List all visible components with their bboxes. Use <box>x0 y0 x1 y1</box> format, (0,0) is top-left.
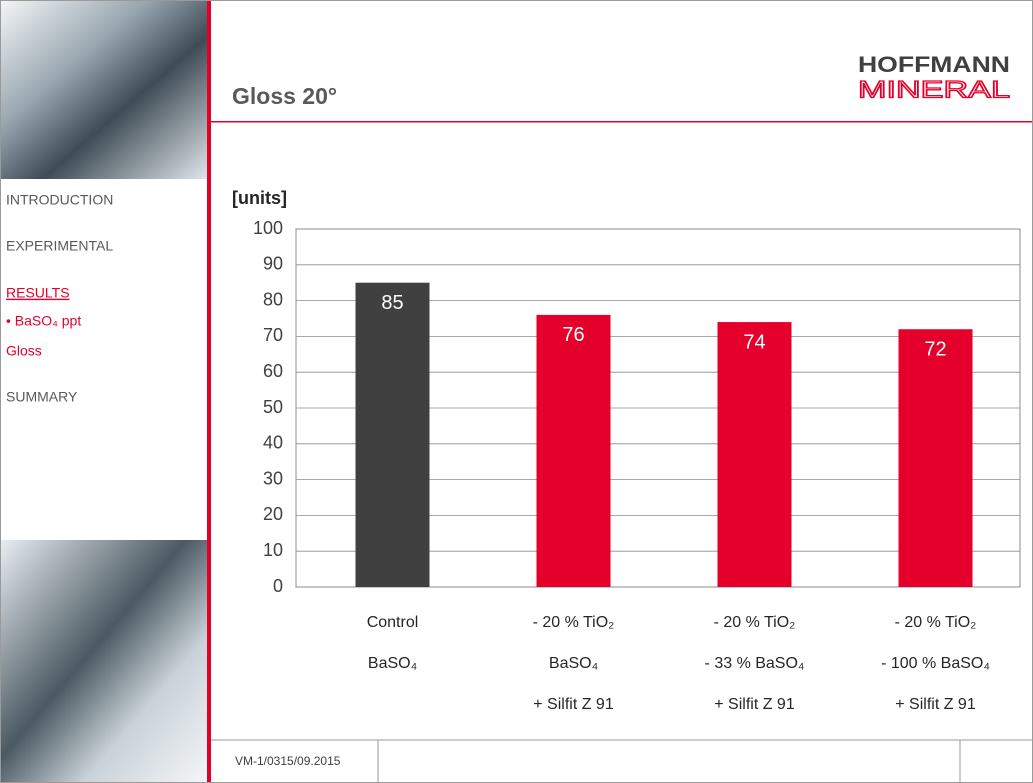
bar <box>355 282 430 587</box>
x-tick-label: - 20 % TiO₂ <box>895 614 977 631</box>
y-tick-label: 0 <box>273 576 283 596</box>
sidebar-image-top <box>1 1 207 179</box>
y-tick-label: 90 <box>263 254 283 274</box>
nav-subitem[interactable]: • BaSO₄ ppt <box>6 313 81 329</box>
y-tick-label: 60 <box>263 361 283 381</box>
x-tick-label: - 20 % TiO₂ <box>714 614 796 631</box>
x-tick-label: BaSO₄ <box>368 655 417 672</box>
red-vertical-rule <box>207 1 211 782</box>
value-label: 76 <box>562 324 584 346</box>
red-header-rule <box>211 121 1032 123</box>
nav-item[interactable]: EXPERIMENTAL <box>6 238 113 254</box>
y-tick-label: 30 <box>263 468 283 488</box>
x-tick-label: - 20 % TiO₂ <box>533 614 615 631</box>
x-tick-label: + Silfit Z 91 <box>895 696 976 713</box>
y-tick-label: 80 <box>263 289 283 309</box>
footer-code: VM-1/0315/09.2015 <box>235 754 341 768</box>
value-label: 72 <box>924 339 946 361</box>
y-tick-label: 10 <box>263 540 283 560</box>
x-tick-label: BaSO₄ <box>549 655 598 672</box>
value-label: 74 <box>743 331 765 353</box>
y-tick-label: 70 <box>263 325 283 345</box>
logo-line: HOFFMANN <box>858 52 1010 77</box>
logo-line: MINERAL <box>858 76 1010 103</box>
slide-title: Gloss 20° <box>232 83 337 109</box>
nav-item[interactable]: INTRODUCTION <box>6 192 113 208</box>
y-tick-label: 100 <box>253 218 283 238</box>
y-tick-label: 40 <box>263 433 283 453</box>
y-axis-label: [units] <box>232 188 287 208</box>
value-label: 85 <box>381 292 403 314</box>
y-tick-label: 50 <box>263 397 283 417</box>
bar <box>898 329 973 587</box>
x-tick-label: + Silfit Z 91 <box>714 696 795 713</box>
x-tick-label: Control <box>367 614 419 631</box>
nav-item-active[interactable]: RESULTS <box>6 285 70 301</box>
sidebar-image-bottom <box>1 540 207 782</box>
nav-item[interactable]: SUMMARY <box>6 389 78 405</box>
bar <box>536 314 611 587</box>
bar <box>717 322 792 587</box>
y-tick-label: 20 <box>263 504 283 524</box>
nav-subitem[interactable]: Gloss <box>6 343 42 359</box>
x-tick-label: + Silfit Z 91 <box>533 696 614 713</box>
x-tick-label: - 33 % BaSO₄ <box>705 655 805 672</box>
x-tick-label: - 100 % BaSO₄ <box>881 655 990 672</box>
